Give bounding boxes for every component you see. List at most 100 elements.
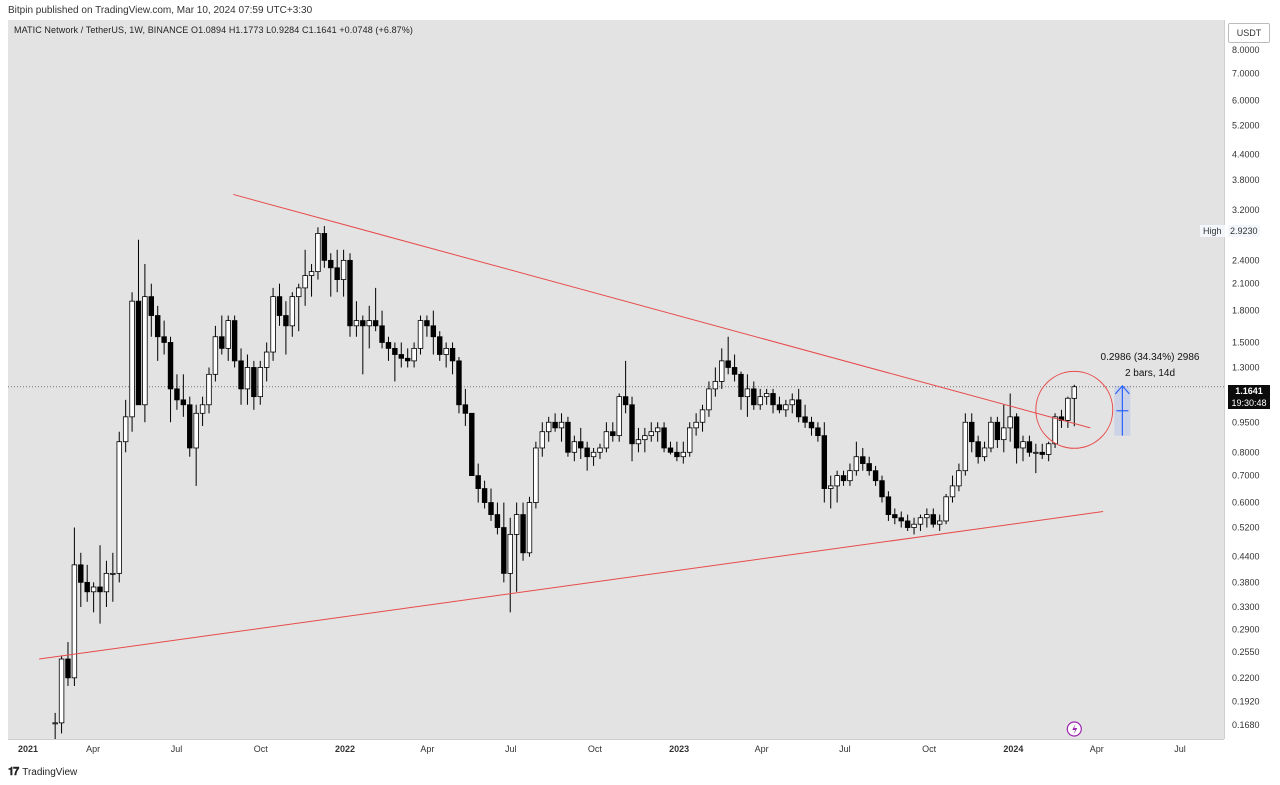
footer[interactable]: 𝟏𝟕 TradingView xyxy=(8,766,77,779)
candle xyxy=(206,367,212,414)
candle xyxy=(661,422,667,453)
candle-body xyxy=(879,480,885,498)
candle xyxy=(129,292,135,432)
candle-body xyxy=(584,447,590,458)
y-tick-label: 2.4000 xyxy=(1232,255,1260,265)
candle-body xyxy=(821,435,828,489)
candle-body xyxy=(97,586,103,593)
candle-body xyxy=(610,431,616,437)
candle-body xyxy=(392,347,398,355)
y-tick-label: 4.4000 xyxy=(1232,149,1260,159)
candle-body xyxy=(340,259,347,280)
candle xyxy=(898,511,904,528)
candle xyxy=(360,315,366,375)
candle xyxy=(84,564,90,602)
candle-body xyxy=(52,722,58,725)
candle xyxy=(603,422,610,453)
y-tick-label: 2.1000 xyxy=(1232,279,1260,289)
candle xyxy=(860,447,866,471)
candle-body xyxy=(1033,451,1039,454)
tradingview-logo-icon: 𝟏𝟕 xyxy=(8,766,19,778)
candle xyxy=(488,488,494,521)
candle xyxy=(1071,384,1077,427)
candle-body xyxy=(372,320,379,327)
candle xyxy=(725,336,731,375)
y-tick-label: 3.2000 xyxy=(1232,205,1260,215)
candle-body xyxy=(687,427,693,453)
candle xyxy=(328,253,334,297)
high-label: High xyxy=(1200,225,1225,237)
candle-body xyxy=(360,320,366,327)
candle xyxy=(552,413,558,432)
candle xyxy=(501,502,507,583)
candle xyxy=(956,463,962,492)
candle-body xyxy=(58,658,65,724)
candle xyxy=(462,388,469,426)
candle xyxy=(578,427,584,459)
candle-body xyxy=(212,336,219,375)
candle-body xyxy=(590,451,597,458)
candle-body xyxy=(167,342,174,390)
candle xyxy=(251,360,257,410)
time-axis[interactable] xyxy=(8,739,1224,758)
candle xyxy=(103,560,110,607)
candle xyxy=(475,463,481,503)
candle-body xyxy=(225,320,231,349)
candle-body xyxy=(872,470,879,482)
candle-body xyxy=(828,485,834,489)
candle-body xyxy=(244,367,251,390)
y-tick-label: 0.9500 xyxy=(1232,417,1260,427)
candle xyxy=(116,431,122,583)
candle xyxy=(1001,404,1007,453)
candle xyxy=(558,413,565,442)
candle-body xyxy=(526,502,533,554)
candle-body xyxy=(949,485,956,498)
candle xyxy=(687,422,693,457)
candle-body xyxy=(219,336,225,349)
candle xyxy=(885,491,892,521)
candle-body xyxy=(712,381,719,390)
y-tick-label: 0.4400 xyxy=(1232,552,1260,562)
candle xyxy=(180,374,187,417)
candle-body xyxy=(385,342,392,349)
candle-body xyxy=(187,404,193,449)
candle-body xyxy=(257,367,263,398)
candle-body xyxy=(135,300,142,406)
candle xyxy=(366,305,372,349)
candle-body xyxy=(533,447,539,503)
footer-brand: TradingView xyxy=(22,767,78,778)
candle-body xyxy=(270,296,276,353)
candle xyxy=(981,441,988,462)
candle-body xyxy=(443,347,449,355)
bar-countdown: 19:30:48 xyxy=(1231,398,1267,408)
candle-body xyxy=(981,447,988,458)
candle xyxy=(411,342,417,368)
candle-body xyxy=(815,427,821,437)
candle xyxy=(872,465,879,486)
candle xyxy=(193,404,199,486)
x-tick-label: 2022 xyxy=(335,744,355,754)
price-axis[interactable] xyxy=(1224,20,1280,739)
candle xyxy=(853,441,860,476)
candle xyxy=(731,354,738,382)
candle-body xyxy=(571,441,578,453)
candle-body xyxy=(936,520,943,525)
candle xyxy=(1020,435,1026,462)
candle-body xyxy=(321,233,328,261)
currency-selector[interactable]: USDT xyxy=(1228,23,1270,43)
candle-body xyxy=(956,470,962,487)
candle xyxy=(385,336,392,361)
y-tick-label: 0.1680 xyxy=(1232,720,1260,730)
candle xyxy=(770,388,776,414)
candle xyxy=(212,325,219,382)
candle-body xyxy=(1013,416,1020,449)
candle xyxy=(828,475,834,509)
candle-body xyxy=(911,523,917,528)
candle-body xyxy=(296,287,302,298)
candle xyxy=(244,354,251,405)
candle xyxy=(404,348,411,368)
candle xyxy=(969,413,975,453)
candle xyxy=(276,283,283,326)
candle-body xyxy=(667,447,674,453)
candle xyxy=(513,502,520,592)
